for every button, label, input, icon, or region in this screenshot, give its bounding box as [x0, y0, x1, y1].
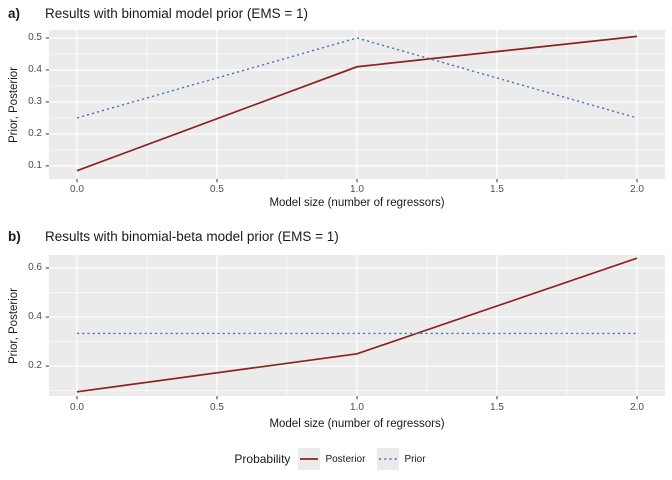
panel-a-plot-area: [45, 30, 665, 183]
panel-a-x-axis-label: Model size (number of regressors): [269, 197, 445, 209]
panel-b-x-axis-label: Model size (number of regressors): [269, 418, 445, 430]
y-tick-label: 0.2: [28, 360, 42, 372]
x-tick-label: 0.5: [210, 402, 224, 413]
legend-key-posterior: [298, 448, 321, 470]
legend-key-prior: [377, 448, 400, 470]
y-tick-label: 0.5: [28, 31, 42, 43]
series-line-posterior: [76, 257, 638, 393]
x-tick-label: 0.0: [70, 402, 84, 413]
y-tick-label: 0.4: [28, 311, 42, 323]
y-tick-label: 0.1: [28, 159, 42, 171]
x-tick-label: 1.0: [350, 402, 364, 413]
panel-b-plot-area: [45, 255, 665, 400]
x-tick-label: 1.5: [490, 184, 504, 195]
legend-label-posterior: Posterior: [325, 454, 366, 465]
x-tick-label: 1.0: [350, 184, 364, 195]
panel-b-title: Results with binomial-beta model prior (…: [45, 229, 339, 244]
series-line-posterior: [76, 35, 638, 172]
panel-a-title: Results with binomial model prior (EMS =…: [45, 6, 308, 21]
legend-title: Probability: [234, 452, 291, 466]
x-tick-label: 2.0: [630, 402, 644, 413]
x-tick-label: 2.0: [630, 184, 644, 195]
panel-b-tag: b): [8, 229, 21, 244]
legend-label-prior: Prior: [404, 454, 426, 465]
x-tick-label: 0.5: [210, 184, 224, 195]
x-tick-label: 0.0: [70, 184, 84, 195]
y-tick-label: 0.3: [28, 95, 42, 107]
legend: Probability Posterior Prior: [0, 447, 672, 471]
y-tick-label: 0.2: [28, 127, 42, 139]
legend-items: Posterior Prior: [298, 448, 437, 470]
x-tick-label: 1.5: [490, 402, 504, 413]
panel-a-tag: a): [8, 6, 21, 21]
series-line-prior: [76, 37, 638, 119]
y-tick-label: 0.6: [28, 261, 42, 273]
y-tick-label: 0.4: [28, 63, 42, 75]
